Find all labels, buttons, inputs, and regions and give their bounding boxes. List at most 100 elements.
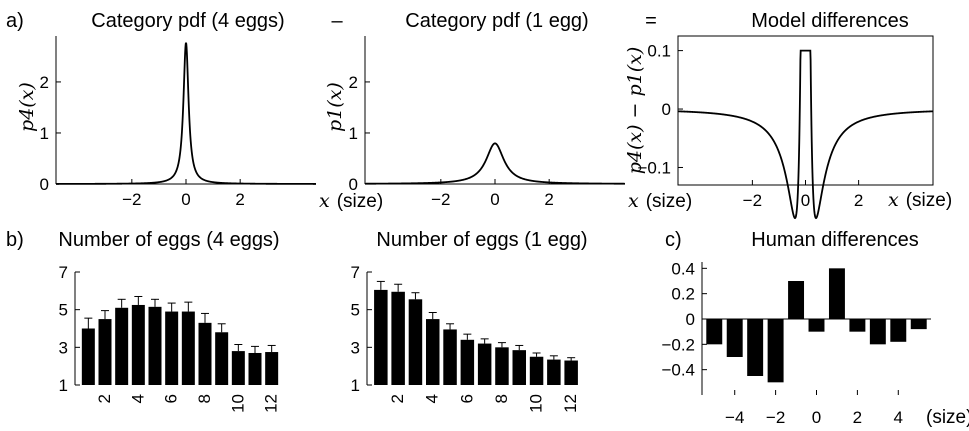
title-pdf1: Category pdf (1 egg) — [405, 10, 588, 32]
y-tick-label: 1 — [59, 376, 68, 395]
bar — [408, 299, 423, 385]
x-axis-label-unit: (size) — [646, 191, 692, 212]
y-tick-label: 1 — [40, 124, 49, 143]
x-tick-label: 10 — [527, 394, 546, 413]
bar — [391, 291, 405, 385]
bar — [706, 319, 723, 345]
y-tick-label: 0.2 — [671, 285, 695, 304]
chart-model: −0.100.1−2 0 2 x (size)p4(x) − p1(x) — [624, 35, 952, 220]
bar — [443, 329, 457, 385]
y-tick-label: 5 — [351, 301, 360, 320]
bar — [81, 328, 95, 385]
x-axis-label: x (size) — [628, 190, 692, 212]
y-axis-label: p4(x) − p1(x) — [624, 47, 646, 175]
x-tick-label: 2 — [854, 191, 863, 210]
bar — [512, 350, 527, 385]
x-tick-label: 12 — [561, 394, 580, 413]
x-tick-label: −2 — [743, 191, 762, 210]
title-human: Human differences — [751, 229, 919, 251]
plot-frame — [677, 35, 934, 186]
bar — [425, 319, 440, 385]
y-axis-label: p4(x) — [16, 82, 38, 132]
x-tick-label: 8 — [492, 394, 511, 403]
x-tick-label: 2 — [95, 394, 114, 403]
y-tick-label: 1 — [351, 376, 360, 395]
x-axis-label-unit: (size) — [926, 407, 969, 428]
chart-pdf4: 0 1 2 −2 0 2 x (size) p4(x) — [16, 36, 383, 212]
y-tick-label: 3 — [59, 338, 68, 357]
y-tick-label: 2 — [349, 73, 358, 92]
chart-eggs4: 1 3 5 7 2 4 6 8 10 12 — [59, 263, 281, 413]
bar — [265, 352, 279, 385]
bar — [747, 319, 764, 376]
bar — [477, 343, 492, 385]
x-tick-label: 2 — [853, 408, 862, 427]
bar — [231, 351, 245, 385]
y-tick-label: 3 — [351, 338, 360, 357]
bar — [248, 352, 262, 385]
x-tick-label: 6 — [162, 394, 181, 403]
y-axis-label: p1(x) — [324, 82, 346, 132]
bar — [788, 281, 805, 319]
x-axis-label: x (size) — [319, 190, 383, 212]
chart-human: −0.4 −0.2 0 0.2 0.4 −4 −2 0 2 4 (size) — [661, 259, 969, 428]
minus-operator: – — [331, 10, 343, 32]
title-eggs1: Number of eggs (1 egg) — [376, 229, 587, 251]
bar — [726, 319, 743, 357]
x-axis-label-math: x — [319, 190, 330, 212]
x-tick-label: 4 — [894, 408, 903, 427]
bar — [181, 311, 195, 385]
y-tick-label: −0.4 — [661, 361, 695, 380]
series-line — [56, 42, 316, 185]
x-tick-label: −2 — [122, 190, 141, 209]
x-axis-label-math: x — [888, 189, 899, 211]
bar — [849, 319, 866, 332]
x-tick-label: −2 — [431, 190, 450, 209]
x-tick-label: 2 — [235, 190, 244, 209]
x-tick-label: 8 — [195, 394, 214, 403]
bar — [374, 289, 388, 385]
x-tick-label: 0 — [490, 190, 499, 209]
x-axis-label: x (size) — [888, 189, 952, 211]
series-line — [677, 49, 934, 220]
panel-label-c: c) — [665, 229, 682, 251]
bar — [131, 304, 145, 385]
title-eggs4: Number of eggs (4 eggs) — [58, 229, 279, 251]
title-model: Model differences — [751, 10, 909, 32]
x-tick-label: 2 — [544, 190, 553, 209]
panel-label-a: a) — [6, 10, 24, 32]
x-axis-label-unit: (size) — [906, 190, 952, 211]
x-tick-label: 4 — [423, 394, 442, 403]
y-tick-label: 2 — [40, 73, 49, 92]
x-tick-label: 0 — [812, 408, 821, 427]
y-tick-label: 0 — [662, 100, 671, 119]
x-tick-label: −4 — [725, 408, 744, 427]
y-tick-label: −0.2 — [661, 335, 695, 354]
bar — [869, 319, 886, 345]
title-pdf4: Category pdf (4 eggs) — [91, 10, 284, 32]
x-tick-label: 2 — [388, 394, 407, 403]
x-tick-label: 10 — [228, 394, 247, 413]
bar — [165, 311, 179, 385]
bar — [547, 359, 561, 385]
y-tick-label: −0.1 — [637, 158, 671, 177]
x-tick-label: 6 — [457, 394, 476, 403]
bar — [808, 319, 825, 332]
bar — [460, 339, 475, 385]
y-tick-label: 7 — [351, 263, 360, 282]
bar — [529, 356, 544, 385]
chart-pdf1: 0 1 2 −2 0 2 x (size) p1(x) — [324, 36, 692, 212]
x-tick-label: 4 — [128, 394, 147, 403]
y-tick-label: 0 — [349, 175, 358, 194]
bar — [495, 347, 509, 385]
y-tick-label: 0.4 — [671, 259, 695, 278]
y-tick-label: 7 — [59, 263, 68, 282]
bar — [890, 319, 907, 342]
bar — [215, 332, 229, 385]
bar — [148, 306, 162, 385]
y-tick-label: 0.1 — [647, 42, 671, 61]
bar — [98, 319, 112, 385]
y-tick-label: 0 — [686, 310, 695, 329]
x-tick-label: −2 — [766, 408, 785, 427]
